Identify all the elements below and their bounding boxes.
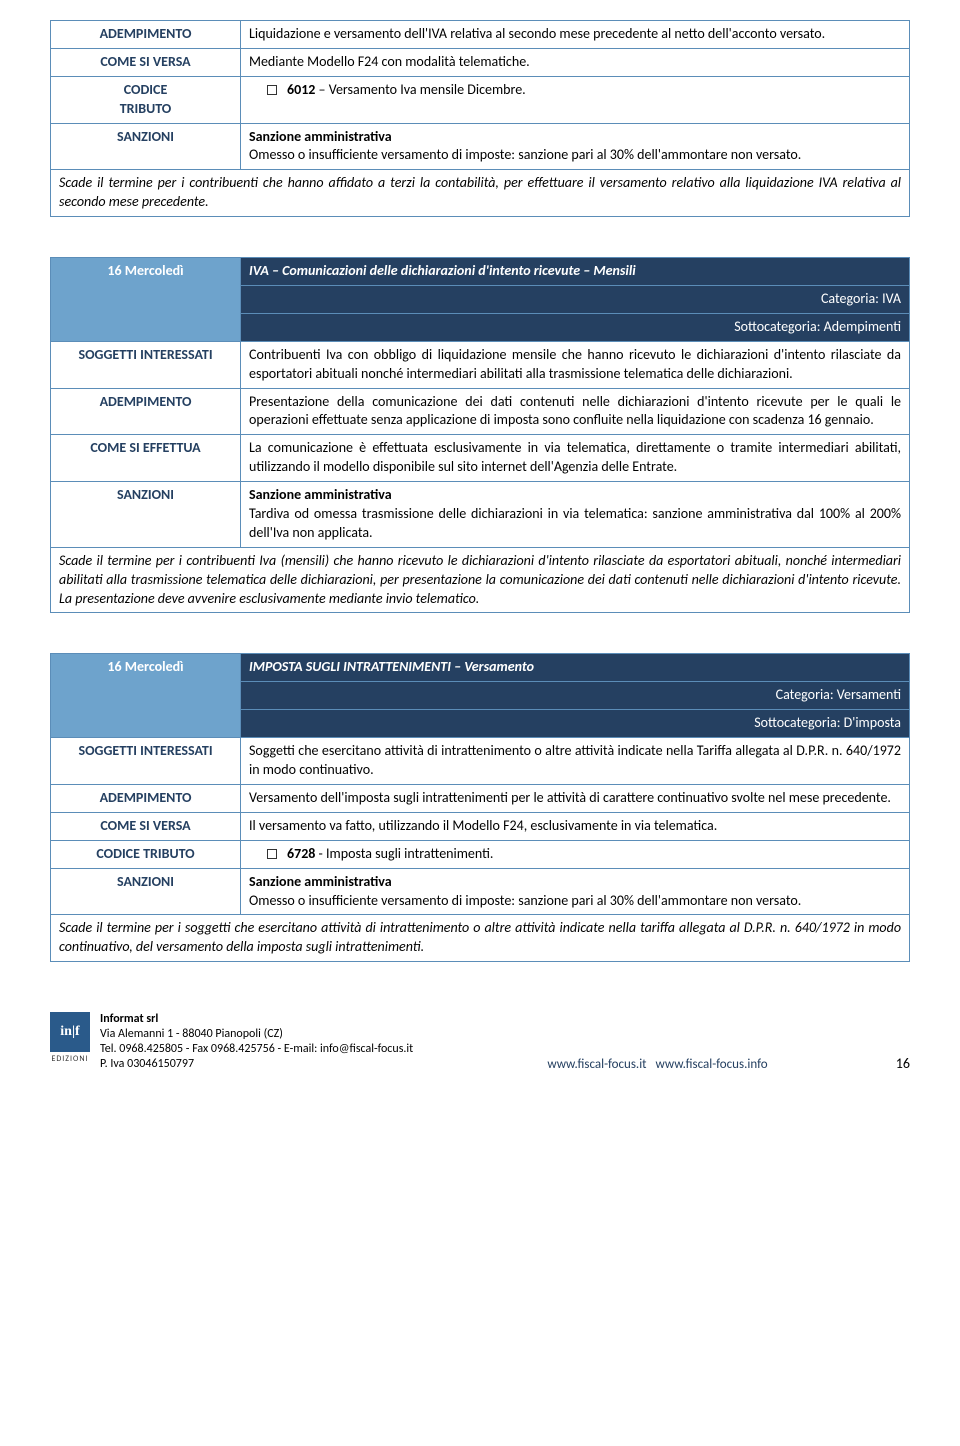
b2-categoria: Categoria: IVA [241, 286, 910, 314]
footer-left: in|f EDIZIONI Informat srl Via Alemanni … [50, 1012, 413, 1072]
footer-links: www.fiscal-focus.it www.fiscal-focus.inf… [541, 1057, 767, 1072]
b1-comesiversa-label: COME SI VERSA [51, 48, 241, 76]
b2-soggetti-label: SOGGETTI INTERESSATI [51, 341, 241, 388]
edizioni-label: EDIZIONI [50, 1054, 90, 1064]
b1-codice-text: 6012 – Versamento Iva mensile Dicembre. [241, 76, 910, 123]
b3-comesiversa-text: Il versamento va fatto, utilizzando il M… [241, 812, 910, 840]
b2-sottocategoria: Sottocategoria: Adempimenti [241, 313, 910, 341]
b3-codice-value: 6728 - Imposta sugli intrattenimenti. [287, 845, 493, 864]
logo-wrap: in|f EDIZIONI [50, 1012, 90, 1064]
b3-codice-text: 6728 - Imposta sugli intrattenimenti. [241, 840, 910, 868]
block2-table: 16 Mercoledì IVA – Comunicazioni delle d… [50, 257, 910, 613]
block3-table: 16 Mercoledì IMPOSTA SUGLI INTRATTENIMEN… [50, 653, 910, 962]
b1-sanzioni-text: Omesso o insufficiente versamento di imp… [249, 146, 901, 165]
b3-sanzioni-text: Omesso o insufficiente versamento di imp… [249, 892, 901, 911]
block1-table: ADEMPIMENTO Liquidazione e versamento de… [50, 20, 910, 217]
b3-categoria: Categoria: Versamenti [241, 682, 910, 710]
checkbox-icon [267, 849, 277, 859]
b1-footer: Scade il termine per i contribuenti che … [51, 170, 910, 217]
b2-footer: Scade il termine per i contribuenti Iva … [51, 547, 910, 613]
b2-sanzioni-cell: Sanzione amministrativa Tardiva od omess… [241, 482, 910, 548]
b2-soggetti-text: Contribuenti Iva con obbligo di liquidaz… [241, 341, 910, 388]
b1-codice-label-2: TRIBUTO [59, 100, 232, 119]
b2-sanzioni-title: Sanzione amministrativa [249, 486, 901, 505]
b1-codice-label: CODICE TRIBUTO [51, 76, 241, 123]
b1-sanzioni-label: SANZIONI [51, 123, 241, 170]
b3-footer: Scade il termine per i soggetti che eser… [51, 915, 910, 962]
b1-codice-value: 6012 – Versamento Iva mensile Dicembre. [287, 81, 526, 100]
b3-soggetti-label: SOGGETTI INTERESSATI [51, 738, 241, 785]
b3-sanzioni-title: Sanzione amministrativa [249, 873, 901, 892]
b3-adempimento-label: ADEMPIMENTO [51, 784, 241, 812]
b3-codice-label: CODICE TRIBUTO [51, 840, 241, 868]
b2-comesieffettua-label: COME SI EFFETTUA [51, 435, 241, 482]
company-address: Via Alemanni 1 - 88040 Pianopoli (CZ) [100, 1027, 413, 1042]
b2-sanzioni-text: Tardiva od omessa trasmissione delle dic… [249, 505, 901, 543]
checkbox-icon [267, 85, 277, 95]
b2-adempimento-text: Presentazione della comunicazione dei da… [241, 388, 910, 435]
b3-date: 16 Mercoledì [51, 654, 241, 738]
b3-sanzioni-cell: Sanzione amministrativa Omesso o insuffi… [241, 868, 910, 915]
company-tel: Tel. 0968.425805 - Fax 0968.425756 - E-m… [100, 1042, 413, 1057]
b3-comesiversa-label: COME SI VERSA [51, 812, 241, 840]
b3-adempimento-text: Versamento dell'imposta sugli intratteni… [241, 784, 910, 812]
b3-title: IMPOSTA SUGLI INTRATTENIMENTI – Versamen… [241, 654, 910, 682]
page-footer: in|f EDIZIONI Informat srl Via Alemanni … [50, 1012, 910, 1072]
b1-adempimento-label: ADEMPIMENTO [51, 21, 241, 49]
logo-icon: in|f [50, 1012, 90, 1052]
b3-sanzioni-label: SANZIONI [51, 868, 241, 915]
b2-date: 16 Mercoledì [51, 258, 241, 342]
b2-comesieffettua-text: La comunicazione è effettuata esclusivam… [241, 435, 910, 482]
b1-codice-label-1: CODICE [59, 81, 232, 100]
page-number: 16 [896, 1055, 910, 1072]
company-piva: P. Iva 03046150797 [100, 1057, 413, 1072]
b2-adempimento-label: ADEMPIMENTO [51, 388, 241, 435]
b1-sanzioni-title: Sanzione amministrativa [249, 128, 901, 147]
b2-title: IVA – Comunicazioni delle dichiarazioni … [241, 258, 910, 286]
footer-link-2[interactable]: www.fiscal-focus.info [656, 1057, 768, 1072]
b1-comesiversa-text: Mediante Modello F24 con modalità telema… [241, 48, 910, 76]
b1-sanzioni-cell: Sanzione amministrativa Omesso o insuffi… [241, 123, 910, 170]
b1-adempimento-text: Liquidazione e versamento dell'IVA relat… [241, 21, 910, 49]
company-info: Informat srl Via Alemanni 1 - 88040 Pian… [100, 1012, 413, 1072]
b3-soggetti-text: Soggetti che esercitano attività di intr… [241, 738, 910, 785]
company-name: Informat srl [100, 1012, 413, 1027]
b2-sanzioni-label: SANZIONI [51, 482, 241, 548]
b3-sottocategoria: Sottocategoria: D'imposta [241, 710, 910, 738]
footer-link-1[interactable]: www.fiscal-focus.it [547, 1057, 646, 1072]
